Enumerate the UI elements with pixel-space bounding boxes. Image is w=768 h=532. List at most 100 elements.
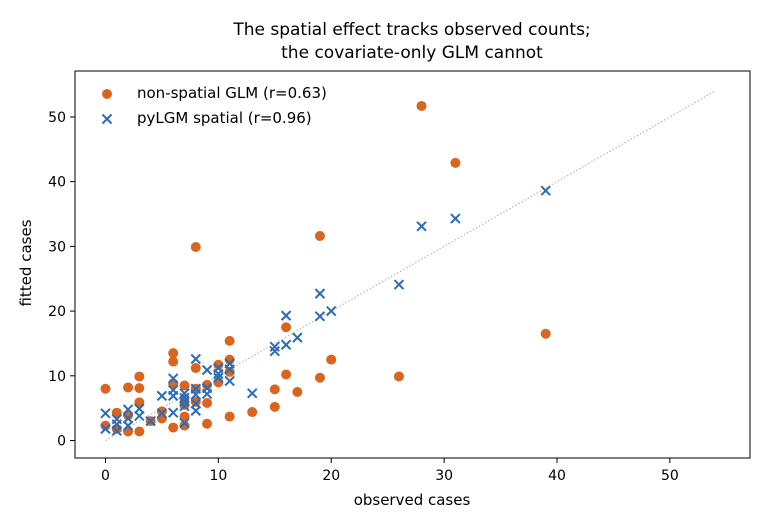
data-point	[168, 348, 179, 359]
data-point	[134, 383, 145, 394]
data-point	[156, 390, 168, 402]
data-point	[224, 366, 235, 377]
data-point	[168, 422, 179, 433]
x-axis-label: observed cases	[354, 491, 471, 509]
chart-title-line: the covariate-only GLM cannot	[281, 43, 543, 63]
data-point	[213, 368, 224, 380]
x-tick-label: 40	[548, 468, 566, 484]
data-point	[179, 417, 190, 429]
data-point	[280, 339, 292, 350]
data-point	[111, 425, 122, 437]
data-point	[247, 388, 258, 399]
data-point	[179, 401, 190, 412]
data-point	[123, 382, 134, 393]
data-point	[224, 364, 235, 375]
plot-frame	[74, 70, 751, 459]
data-point	[326, 354, 337, 365]
x-tick-label: 10	[209, 468, 227, 484]
data-point	[292, 386, 303, 397]
data-point	[202, 397, 213, 408]
y-tick-label: 10	[48, 369, 66, 385]
data-point	[269, 401, 280, 412]
data-point	[540, 328, 551, 339]
data-point	[393, 371, 404, 382]
data-point	[224, 375, 235, 387]
x-tick-label: 30	[435, 468, 453, 484]
x-axis: 0 10 20 30 40 50	[101, 458, 679, 484]
data-point	[156, 408, 168, 419]
data-point	[269, 341, 280, 352]
data-point	[314, 372, 325, 383]
data-point	[202, 379, 213, 390]
data-point	[416, 221, 427, 232]
data-point	[111, 407, 122, 418]
data-point	[416, 100, 427, 111]
x-tick-label: 20	[322, 468, 340, 484]
data-point	[190, 396, 201, 407]
y-axis-label: fitted cases	[17, 219, 35, 306]
data-point	[179, 380, 190, 391]
y-tick-label: 40	[48, 175, 66, 191]
data-point	[213, 372, 224, 383]
y-axis: 0 10 20 30 40 50	[48, 110, 75, 450]
data-point	[269, 384, 280, 395]
data-point	[134, 371, 145, 382]
plot-area	[100, 90, 716, 441]
data-point	[156, 406, 167, 417]
y-tick-label: 0	[57, 434, 66, 450]
data-point	[450, 213, 461, 224]
data-point	[179, 411, 190, 422]
x-tick-label: 0	[101, 468, 110, 484]
legend-label: pyLGM spatial (r=0.96)	[137, 109, 312, 127]
data-point	[179, 420, 190, 431]
data-point	[190, 363, 201, 374]
data-point	[314, 231, 325, 242]
legend-marker	[101, 113, 113, 125]
data-point	[540, 185, 551, 196]
data-point	[100, 383, 111, 394]
data-point	[167, 407, 179, 418]
data-point	[168, 356, 179, 367]
data-point	[281, 369, 292, 380]
data-point	[122, 404, 134, 415]
data-point	[100, 423, 111, 435]
data-point	[202, 418, 213, 429]
data-point	[100, 408, 111, 419]
data-point	[280, 310, 292, 321]
data-point	[134, 410, 145, 422]
chart-title: The spatial effect tracks observed count…	[232, 20, 590, 63]
data-point	[224, 335, 235, 346]
data-point	[190, 389, 201, 400]
data-point	[179, 392, 190, 404]
identity-reference-line	[105, 90, 716, 441]
data-point	[326, 305, 337, 317]
data-point	[269, 346, 280, 357]
series-pylgm-spatial	[100, 185, 551, 437]
data-point	[134, 426, 145, 437]
data-point	[393, 279, 405, 290]
data-point	[314, 288, 326, 299]
data-point	[167, 373, 179, 384]
data-point	[450, 157, 461, 168]
legend: non-spatial GLM (r=0.63) pyLGM spatial (r…	[101, 84, 327, 127]
data-point	[247, 407, 258, 418]
data-point	[122, 420, 134, 431]
data-point	[145, 415, 156, 427]
data-point	[179, 388, 190, 399]
legend-marker	[102, 89, 112, 99]
data-point	[224, 411, 235, 422]
data-point	[190, 405, 201, 416]
data-point	[100, 420, 111, 431]
data-point	[201, 388, 213, 400]
data-point	[281, 322, 292, 333]
chart-title-line: The spatial effect tracks observed count…	[232, 20, 590, 40]
data-point	[134, 397, 145, 408]
legend-label: non-spatial GLM (r=0.63)	[137, 84, 327, 102]
data-point	[213, 359, 224, 370]
data-point	[292, 332, 303, 343]
y-tick-label: 50	[48, 110, 66, 126]
data-point	[190, 353, 201, 365]
